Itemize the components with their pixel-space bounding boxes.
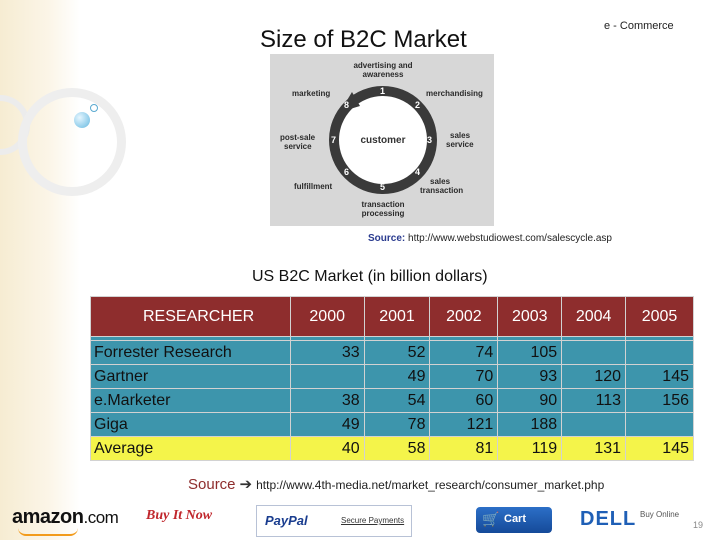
- sales-cycle-diagram: customer 1 2 3 4 5 6 7 8 advertising and…: [270, 54, 494, 226]
- diagram-source: Source: http://www.webstudiowest.com/sal…: [368, 233, 612, 244]
- step-label-sales-service: sales service: [446, 131, 474, 149]
- table-cell: 33: [289, 340, 365, 365]
- step-label-advertising: advertising and awareness: [353, 61, 412, 79]
- table-cell: 121: [429, 412, 499, 437]
- decorative-ring: [18, 88, 126, 196]
- buy-it-now-logo: Buy It Now: [146, 508, 213, 523]
- cycle-arrow-icon: [340, 92, 360, 112]
- table-cell: [289, 364, 365, 389]
- table-cell: Forrester Research: [90, 340, 291, 365]
- column-header: 2000: [289, 296, 365, 337]
- table-cell: 105: [497, 340, 563, 365]
- table-row: Forrester Research 33 52 74 105: [90, 340, 694, 365]
- table-row: Gartner 49 70 93 120 145: [90, 364, 694, 389]
- cart-label: Cart: [504, 513, 527, 525]
- table-cell: 74: [429, 340, 499, 365]
- center-circle: [337, 94, 429, 186]
- dell-logo: DELL: [580, 508, 637, 530]
- column-header: 2002: [429, 296, 499, 337]
- table-cell: 49: [363, 364, 431, 389]
- step-label-marketing: marketing: [292, 89, 330, 98]
- step-number: 2: [415, 100, 420, 110]
- table-cell: Giga: [90, 412, 291, 437]
- source-url-link[interactable]: http://www.webstudiowest.com/salescycle.…: [408, 233, 612, 244]
- table-cell: 40: [289, 436, 365, 461]
- table-cell: 145: [625, 436, 694, 461]
- table-cell: 156: [625, 388, 694, 413]
- step-number: 1: [380, 86, 385, 96]
- table-cell: 81: [429, 436, 499, 461]
- market-table: RESEARCHER 2000 2001 2002 2003 2004 2005…: [90, 296, 694, 461]
- column-header: 2003: [497, 296, 563, 337]
- table-cell: [625, 340, 694, 365]
- left-decorative-strip: [0, 0, 80, 540]
- table-cell: 145: [625, 364, 694, 389]
- table-cell: [561, 412, 627, 437]
- table-title: US B2C Market (in billion dollars): [252, 268, 488, 285]
- column-header: 2005: [625, 296, 694, 337]
- table-cell: 119: [497, 436, 563, 461]
- step-number: 7: [331, 135, 336, 145]
- amazon-smile-icon: [18, 528, 78, 536]
- source-label: Source: [188, 476, 236, 493]
- table-source: Source ➔ http://www.4th-media.net/market_r…: [188, 475, 604, 493]
- arrow-right-icon: ➔: [239, 476, 253, 493]
- table-cell: 113: [561, 388, 627, 413]
- table-cell: 54: [363, 388, 431, 413]
- table-cell: 90: [497, 388, 563, 413]
- table-cell: 188: [497, 412, 563, 437]
- page-number: 19: [693, 520, 704, 530]
- step-number: 6: [344, 167, 349, 177]
- step-label-transaction-processing: transaction processing: [361, 200, 404, 218]
- column-header: RESEARCHER: [90, 296, 291, 337]
- table-cell: Average: [90, 436, 291, 461]
- step-label-post-sale-service: post-sale service: [280, 133, 316, 151]
- header-tag: e - Commerce: [604, 20, 674, 32]
- slide-title: Size of B2C Market: [260, 26, 467, 53]
- table-cell: 60: [429, 388, 499, 413]
- column-header: 2004: [561, 296, 627, 337]
- table-header-row: RESEARCHER 2000 2001 2002 2003 2004 2005: [90, 296, 694, 337]
- step-label-fulfillment: fulfillment: [294, 182, 333, 191]
- table-cell: [561, 340, 627, 365]
- cart-button[interactable]: 🛒 Cart: [476, 507, 552, 533]
- source-label: Source:: [368, 233, 406, 244]
- diagram-center-label: customer: [360, 135, 405, 146]
- step-number: 8: [344, 100, 349, 110]
- paypal-logo: PayPal Secure Payments: [256, 505, 412, 537]
- table-cell: 38: [289, 388, 365, 413]
- table-cell: 70: [429, 364, 499, 389]
- table-cell: Gartner: [90, 364, 291, 389]
- table-average-row: Average 40 58 81 119 131 145: [90, 436, 694, 461]
- amazon-logo: amazon.com: [12, 506, 119, 528]
- step-number: 4: [415, 167, 420, 177]
- buy-online-label: Buy Online: [640, 510, 680, 519]
- table-cell: 49: [289, 412, 365, 437]
- source-url-link[interactable]: http://www.4th-media.net/market_research…: [256, 478, 605, 492]
- decorative-bubble-icon: [74, 112, 90, 128]
- table-cell: 120: [561, 364, 627, 389]
- column-header: 2001: [363, 296, 431, 337]
- paypal-wordmark: PayPal: [265, 513, 308, 528]
- table-cell: 58: [363, 436, 431, 461]
- secure-payments-link[interactable]: Secure Payments: [341, 516, 405, 525]
- table-cell: 52: [363, 340, 431, 365]
- table-row: Giga 49 78 121 188: [90, 412, 694, 437]
- step-number: 5: [380, 182, 385, 192]
- table-cell: 93: [497, 364, 563, 389]
- shopping-cart-icon: 🛒: [482, 511, 500, 527]
- cycle-ring: [329, 86, 437, 194]
- decorative-small-bubble-icon: [90, 104, 98, 112]
- step-number: 3: [427, 135, 432, 145]
- table-cell: 78: [363, 412, 431, 437]
- table-row: e.Marketer 38 54 60 90 113 156: [90, 388, 694, 413]
- table-cell: 131: [561, 436, 627, 461]
- bottom-banner: amazon.com Buy It Now PayPal Secure Paym…: [0, 502, 720, 540]
- step-label-sales-transaction: sales transaction: [420, 177, 463, 195]
- step-label-merchandising: merchandising: [426, 89, 483, 98]
- sales-cycle-svg: customer 1 2 3 4 5 6 7 8 advertising and…: [280, 61, 483, 218]
- table-cell: [625, 412, 694, 437]
- table-cell: e.Marketer: [90, 388, 291, 413]
